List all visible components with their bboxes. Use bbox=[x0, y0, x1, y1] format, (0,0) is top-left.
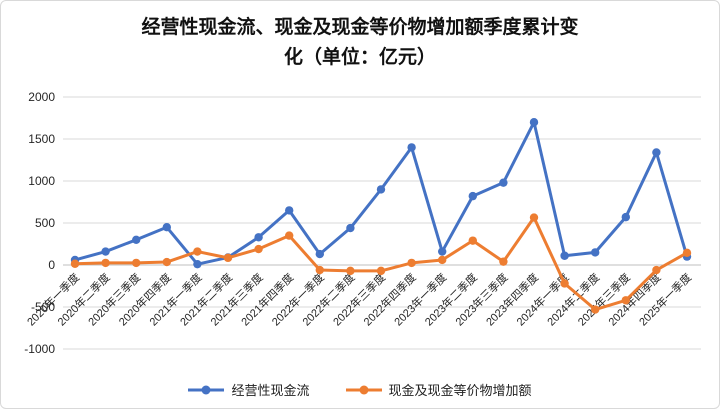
y-axis-tick-label: 1500 bbox=[28, 132, 55, 146]
data-point-marker bbox=[407, 143, 416, 152]
data-point-marker bbox=[652, 148, 661, 157]
data-point-marker bbox=[376, 266, 386, 276]
y-axis-tick-label: -1000 bbox=[24, 342, 55, 356]
x-axis-tick-label: 2024年二季度 bbox=[544, 270, 602, 328]
data-point-marker bbox=[254, 244, 263, 254]
data-point-marker bbox=[407, 258, 416, 268]
data-point-marker bbox=[315, 265, 324, 275]
data-point-marker bbox=[621, 296, 630, 305]
data-point-marker bbox=[529, 213, 539, 222]
x-axis-tick-label: 2025年一季度 bbox=[636, 270, 694, 328]
y-axis-tick-label: 1000 bbox=[28, 174, 55, 188]
data-point-marker bbox=[285, 231, 294, 240]
data-point-marker bbox=[132, 258, 141, 268]
x-axis-tick-label: 2022年三季度 bbox=[330, 270, 388, 328]
data-point-marker bbox=[162, 257, 171, 267]
data-point-marker bbox=[132, 235, 141, 244]
legend-item-cash-equivalents-increase: 现金及现金等价物增加额 bbox=[345, 380, 532, 399]
data-point-marker bbox=[499, 257, 508, 266]
legend-dot bbox=[359, 385, 368, 394]
chart-svg: -1000-50005001000150020002020年一季度2020年二季… bbox=[24, 90, 701, 356]
chart-title-line2: 化（单位：亿元） bbox=[283, 47, 436, 69]
x-axis-tick-label: 2023年四季度 bbox=[483, 270, 541, 328]
x-axis-tick-label: 2020年四季度 bbox=[116, 270, 174, 328]
data-point-marker bbox=[468, 236, 477, 245]
legend-label-operating-cash-flow: 经营性现金流 bbox=[231, 383, 310, 398]
x-axis-tick-label: 2020年二季度 bbox=[54, 270, 112, 328]
data-point-marker bbox=[376, 185, 386, 194]
y-axis-tick-label: 500 bbox=[35, 216, 55, 230]
legend-item-operating-cash-flow: 经营性现金流 bbox=[188, 380, 310, 399]
legend-marker-glyph bbox=[345, 385, 382, 394]
x-axis-tick-label: 2021年四季度 bbox=[238, 270, 296, 328]
data-point-marker bbox=[101, 247, 110, 256]
x-axis-tick-label: 2021年一季度 bbox=[146, 270, 204, 328]
x-axis-tick-label: 2022年一季度 bbox=[269, 270, 327, 328]
x-axis-tick-label: 2022年四季度 bbox=[360, 270, 418, 328]
x-axis-tick-label: 2021年三季度 bbox=[207, 270, 265, 328]
chart-title: 经营性现金流、现金及现金等价物增加额季度累计变 化（单位：亿元） bbox=[40, 13, 680, 74]
y-axis-tick-label: 2000 bbox=[28, 90, 55, 104]
data-point-marker bbox=[468, 191, 477, 201]
x-axis-tick-label: 2023年一季度 bbox=[391, 270, 449, 328]
data-point-marker bbox=[315, 249, 324, 259]
legend-dot bbox=[201, 385, 211, 394]
data-point-marker bbox=[438, 255, 447, 265]
data-point-marker bbox=[529, 118, 539, 127]
y-axis-tick-label: -500 bbox=[31, 300, 55, 314]
data-point-marker bbox=[193, 259, 202, 269]
legend-marker-cash-equivalents-increase bbox=[345, 384, 382, 396]
data-point-marker bbox=[346, 266, 355, 276]
y-axis-tick-label: 0 bbox=[48, 258, 55, 272]
data-point-marker bbox=[70, 259, 80, 268]
x-axis-tick-label: 2020年三季度 bbox=[85, 270, 143, 328]
legend: 经营性现金流 现金及现金等价物增加额 bbox=[1, 380, 719, 399]
data-point-marker bbox=[254, 233, 263, 242]
data-point-marker bbox=[560, 251, 569, 260]
data-point-marker bbox=[285, 206, 294, 215]
data-point-marker bbox=[621, 212, 630, 222]
data-point-marker bbox=[438, 247, 447, 256]
data-point-marker bbox=[652, 265, 661, 275]
data-point-marker bbox=[101, 258, 110, 268]
data-point-marker bbox=[193, 247, 202, 256]
x-axis-tick-label: 2022年二季度 bbox=[299, 270, 357, 328]
data-point-marker bbox=[162, 223, 171, 232]
x-axis-tick-label: 2021年二季度 bbox=[177, 270, 235, 328]
x-axis-tick-label: 2023年二季度 bbox=[422, 270, 480, 328]
x-axis-tick-label: 2024年四季度 bbox=[605, 270, 663, 328]
data-point-marker bbox=[591, 248, 600, 257]
data-point-marker bbox=[499, 178, 508, 187]
legend-marker-glyph bbox=[188, 385, 225, 394]
data-point-marker bbox=[346, 223, 355, 233]
data-point-marker bbox=[560, 279, 569, 288]
chart-title-line1: 经营性现金流、现金及现金等价物增加额季度累计变 bbox=[141, 17, 579, 38]
legend-label-cash-equivalents-increase: 现金及现金等价物增加额 bbox=[388, 383, 532, 398]
data-point-marker bbox=[682, 248, 692, 258]
data-point-marker bbox=[591, 305, 600, 314]
legend-marker-operating-cash-flow bbox=[188, 384, 225, 396]
x-axis-tick-label: 2023年三季度 bbox=[452, 270, 510, 328]
data-point-marker bbox=[223, 253, 233, 263]
